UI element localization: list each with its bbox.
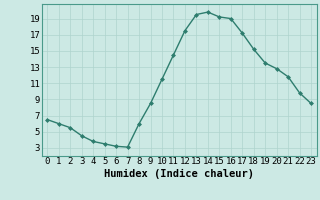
X-axis label: Humidex (Indice chaleur): Humidex (Indice chaleur) — [104, 169, 254, 179]
